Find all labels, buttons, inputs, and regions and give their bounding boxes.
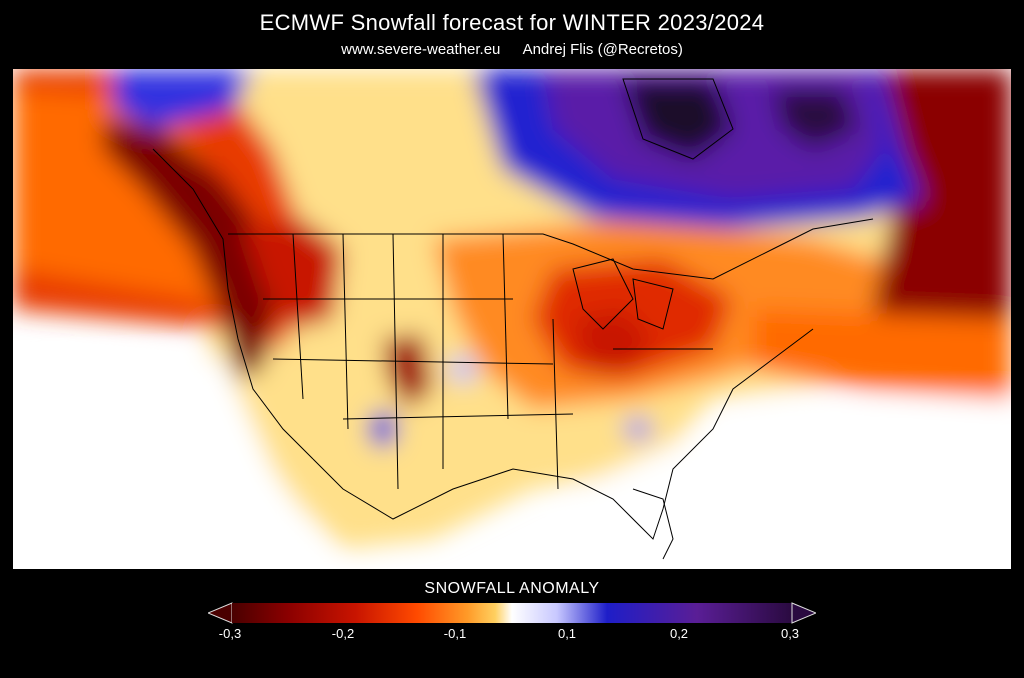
colorbar-tick-label: -0,3 — [218, 626, 242, 641]
snowfall-anomaly-map — [13, 69, 1011, 569]
colorbar-gradient — [232, 603, 792, 623]
colorbar — [208, 602, 816, 624]
colorbar-high-arrow — [791, 602, 816, 624]
credit-line: www.severe-weather.eu Andrej Flis (@Recr… — [0, 41, 1024, 58]
colorbar-tick-label: 0,1 — [557, 626, 577, 641]
legend-title: SNOWFALL ANOMALY — [424, 580, 600, 597]
source-website: www.severe-weather.eu — [341, 41, 501, 58]
map-title: ECMWF Snowfall forecast for WINTER 2023/… — [259, 10, 765, 35]
colorbar-low-arrow — [208, 602, 233, 624]
colorbar-tick-label: -0,1 — [443, 626, 467, 641]
anomaly-fill — [13, 69, 1011, 569]
colorbar-tick-label: 0,3 — [780, 626, 800, 641]
colorbar-tick-label: 0,2 — [669, 626, 689, 641]
author-credit: Andrej Flis (@Recretos) — [522, 41, 683, 58]
colorbar-ticks: -0,3 -0,2 -0,1 0,1 0,2 0,3 — [0, 626, 1024, 646]
colorbar-tick-label: -0,2 — [331, 626, 355, 641]
map-boundaries — [152, 78, 874, 560]
